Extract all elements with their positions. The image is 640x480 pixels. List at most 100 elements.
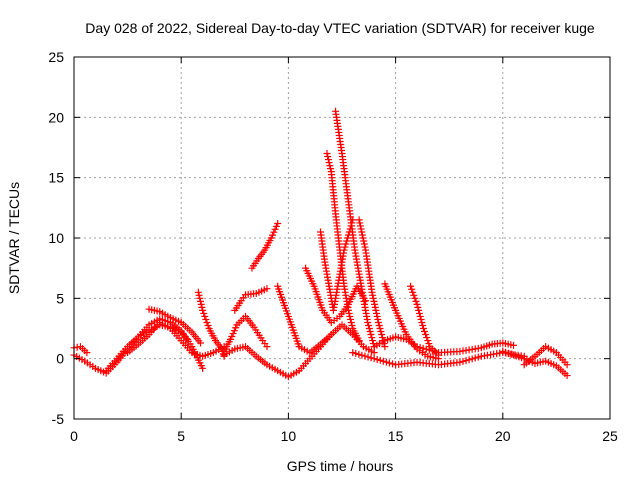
data-point <box>422 331 430 339</box>
data-point <box>416 343 424 351</box>
data-point <box>365 321 373 329</box>
data-point <box>327 165 335 173</box>
data-point <box>468 355 476 363</box>
series-track-e <box>145 305 204 347</box>
series-track-i <box>248 220 282 272</box>
data-point <box>369 291 377 299</box>
data-point <box>456 358 464 366</box>
data-point <box>355 216 363 224</box>
data-point <box>378 331 386 339</box>
data-point <box>358 228 366 236</box>
series-track-n <box>323 150 363 345</box>
series-track-t <box>370 333 518 357</box>
tick-labels: 0 5 10 15 20 25 -5 0 5 10 15 20 25 <box>48 49 618 444</box>
data-point <box>425 346 433 354</box>
data-point <box>465 356 473 364</box>
data-point <box>369 337 377 345</box>
data-point <box>199 364 207 372</box>
data-point <box>563 361 571 369</box>
data-point <box>411 294 419 302</box>
series-track-u <box>499 347 571 380</box>
data-point <box>368 288 376 296</box>
data-point <box>274 220 282 228</box>
data-point <box>356 219 364 227</box>
data-point <box>385 359 393 367</box>
series-track-p <box>355 216 389 351</box>
data-point <box>201 312 209 320</box>
y-tick-label: 10 <box>48 230 64 246</box>
data-point <box>389 360 397 368</box>
data-point <box>459 357 467 365</box>
series-track-v <box>520 343 571 369</box>
data-point <box>418 318 426 326</box>
data-point <box>195 291 203 299</box>
data-point <box>349 349 357 357</box>
data-point <box>474 353 482 361</box>
x-tick-label: 25 <box>602 428 618 444</box>
data-point <box>428 347 436 355</box>
data-point <box>431 348 439 356</box>
data-point <box>364 318 372 326</box>
data-point <box>326 162 334 170</box>
data-point <box>348 321 356 329</box>
data-point <box>372 306 380 314</box>
data-point <box>204 321 212 329</box>
data-point <box>415 309 423 317</box>
data-point <box>379 357 387 365</box>
x-tick-label: 20 <box>495 428 511 444</box>
series-track-o <box>332 107 378 351</box>
data-point <box>200 309 208 317</box>
data-point <box>381 343 389 351</box>
data-point <box>373 312 381 320</box>
data-point <box>412 297 420 305</box>
data-point <box>357 225 365 233</box>
data-point <box>413 343 421 351</box>
x-tick-label: 5 <box>177 428 185 444</box>
data-point <box>367 331 375 339</box>
data-point <box>419 344 427 352</box>
series-track-k <box>274 282 335 357</box>
series-track-g <box>220 312 271 355</box>
series-track-h <box>231 285 271 314</box>
y-tick-label: -5 <box>52 411 65 427</box>
data-point <box>408 285 416 293</box>
data-point <box>414 303 422 311</box>
data-point <box>373 309 381 317</box>
data-point <box>202 315 210 323</box>
data-point <box>361 243 369 251</box>
data-point <box>371 300 379 308</box>
chart-title: Day 028 of 2022, Sidereal Day-to-day VTE… <box>85 20 595 36</box>
data-point <box>364 353 372 361</box>
data-point <box>347 315 355 323</box>
x-tick-label: 0 <box>70 428 78 444</box>
data-point <box>352 349 360 357</box>
data-point <box>356 222 364 230</box>
data-point <box>342 240 350 248</box>
data-point <box>344 306 352 314</box>
data-point <box>424 337 432 345</box>
y-tick-label: 0 <box>56 351 64 367</box>
axes <box>73 56 611 420</box>
data-point <box>360 240 368 248</box>
data-point <box>196 339 204 347</box>
data-point <box>199 306 207 314</box>
data-point <box>376 356 384 364</box>
data-point <box>423 334 431 342</box>
data-point <box>196 297 204 305</box>
data-point <box>197 300 205 308</box>
y-tick-label: 5 <box>56 290 64 306</box>
data-point <box>365 325 373 332</box>
data-point <box>367 354 375 362</box>
data-point <box>83 349 91 357</box>
data-point <box>407 282 415 290</box>
data-point <box>373 356 381 364</box>
data-point <box>374 315 382 323</box>
data-point <box>375 321 383 329</box>
data-point <box>471 354 479 362</box>
data-point <box>325 159 333 167</box>
data-point <box>324 153 332 161</box>
data-point <box>73 343 81 351</box>
data-point <box>382 358 390 366</box>
data-point <box>369 340 377 348</box>
